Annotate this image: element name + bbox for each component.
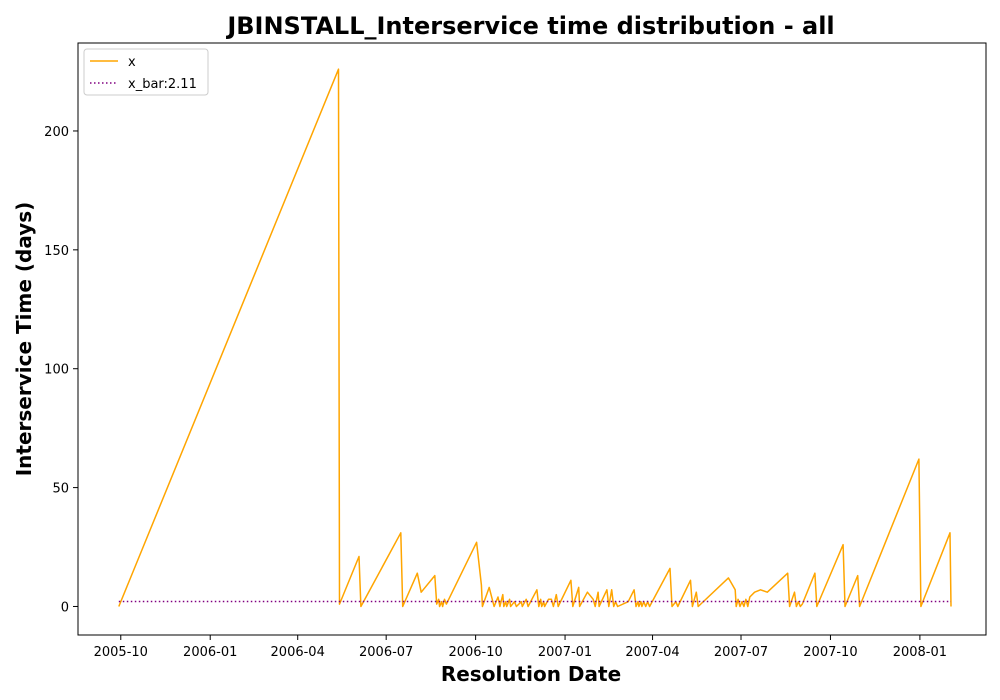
x-tick-label: 2006-10 [448,645,502,660]
y-tick-label: 50 [52,482,69,497]
series-layer [118,68,952,608]
x-tick-label: 2007-04 [625,645,679,660]
y-tick-label: 100 [44,363,69,378]
x-tick-label: 2007-01 [538,645,592,660]
y-tick-label: 200 [44,125,69,140]
legend: x x_bar:2.11 [83,48,209,96]
x-tick-label: 2006-01 [183,645,237,660]
y-axis-title: Interservice Time (days) [12,202,36,477]
x-tick-label: 2007-07 [714,645,768,660]
y-tick-label: 0 [61,600,69,615]
y-axis-ticks: 0 50 100 150 200 [44,125,78,615]
y-tick-label: 150 [44,244,69,259]
legend-label-x: x [128,55,136,70]
series-line-x [118,68,952,608]
x-tick-label: 2006-07 [359,645,413,660]
plot-frame [77,42,987,636]
x-tick-label: 2007-10 [803,645,857,660]
x-tick-label: 2005-10 [94,645,148,660]
x-axis-title: Resolution Date [441,662,621,686]
x-tick-label: 2006-04 [271,645,325,660]
legend-label-x-bar: x_bar:2.11 [128,77,197,92]
x-tick-label: 2008-01 [893,645,947,660]
x-axis-ticks: 2005-10 2006-01 2006-04 2006-07 2006-10 2007-… [94,635,947,660]
chart-title: JBINSTALL_Interservice time distribution… [225,12,834,40]
